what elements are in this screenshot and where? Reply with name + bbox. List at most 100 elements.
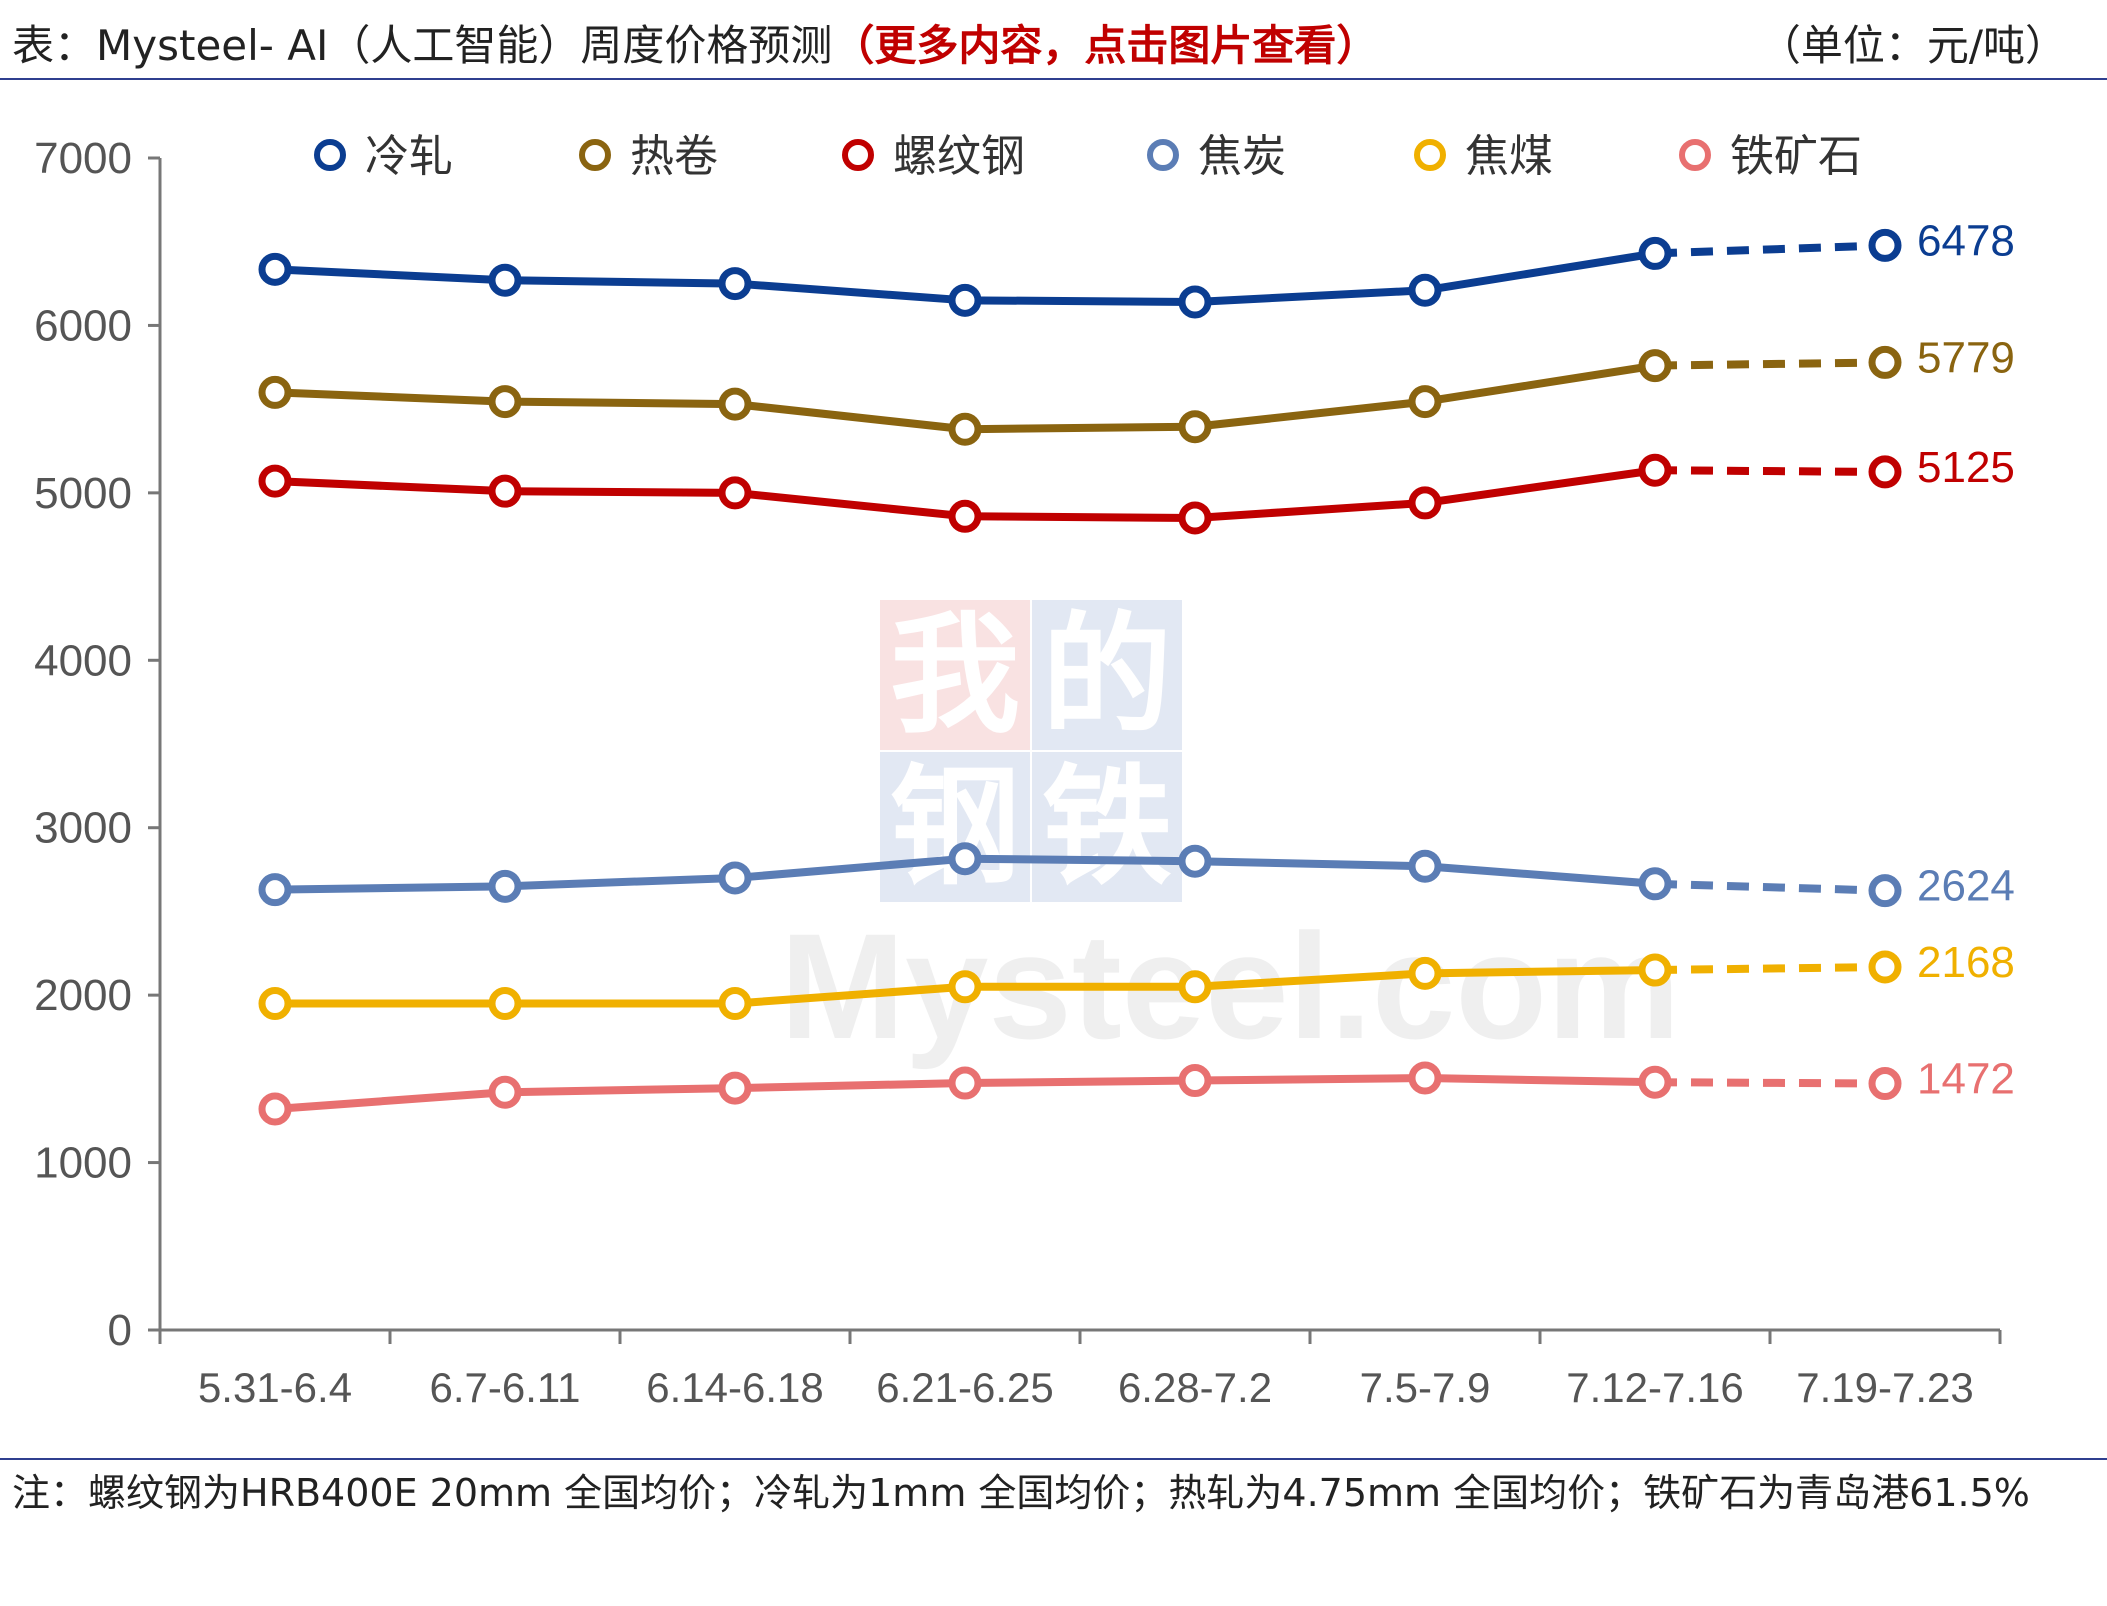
x-tick-label: 6.7-6.11 xyxy=(430,1364,581,1411)
data-point xyxy=(1178,970,1212,1004)
data-point xyxy=(1408,956,1442,990)
footnote: 注：螺纹钢为HRB400E 20mm 全国均价；冷轧为1mm 全国均价；热轧为4… xyxy=(12,1471,2030,1515)
y-tick-label: 6000 xyxy=(34,301,132,350)
data-point xyxy=(948,412,982,446)
data-point xyxy=(1408,849,1442,883)
unit-label: （单位：元/吨） xyxy=(1758,21,2067,70)
series-forecast-line xyxy=(1654,358,1886,370)
y-tick-label: 0 xyxy=(108,1306,132,1355)
legend-label: 冷轧 xyxy=(365,131,453,182)
end-value-label: 2168 xyxy=(1917,938,2015,987)
watermark-char: 铁 xyxy=(1032,752,1182,902)
data-point xyxy=(488,1075,522,1109)
y-tick-label: 7000 xyxy=(34,134,132,183)
data-point xyxy=(1868,1067,1902,1101)
data-point xyxy=(718,1071,752,1105)
title-prefix: 表：Mysteel- AI（人工智能）周度价格预测 xyxy=(12,21,833,70)
data-point xyxy=(1408,1061,1442,1095)
y-tick-label: 2000 xyxy=(34,971,132,1020)
data-point xyxy=(718,987,752,1021)
data-point xyxy=(1408,273,1442,307)
x-tick-label: 7.5-7.9 xyxy=(1360,1364,1491,1411)
x-tick-label: 6.14-6.18 xyxy=(646,1364,823,1411)
end-value-label: 2624 xyxy=(1917,862,2015,911)
data-point xyxy=(718,267,752,301)
data-point xyxy=(718,387,752,421)
data-point xyxy=(1408,385,1442,419)
series-forecast-line xyxy=(1654,963,1886,975)
legend-marker xyxy=(579,139,611,171)
data-point xyxy=(258,375,292,409)
end-value-label: 6478 xyxy=(1917,216,2015,265)
data-point xyxy=(1868,345,1902,379)
line-chart: 0 1000 2000 3000 4000 5000 6000 7000 5.31-6.4 6.7… xyxy=(34,131,2015,1411)
footer-divider xyxy=(0,1458,2107,1460)
data-point xyxy=(1638,349,1672,383)
y-tick-label: 3000 xyxy=(34,804,132,853)
watermark-char: 我 xyxy=(880,600,1030,750)
data-point xyxy=(948,283,982,317)
watermark-logo: 我 的 钢 铁 xyxy=(880,600,1200,920)
data-point xyxy=(488,869,522,903)
legend-label: 螺纹钢 xyxy=(893,131,1025,182)
data-point xyxy=(258,252,292,286)
end-value-label: 5125 xyxy=(1917,443,2015,492)
series-forecast-line xyxy=(1654,241,1886,258)
data-point xyxy=(948,970,982,1004)
watermark-char: 的 xyxy=(1032,600,1182,750)
y-tick-label: 1000 xyxy=(34,1139,132,1188)
legend-marker xyxy=(1147,139,1179,171)
data-point xyxy=(948,499,982,533)
legend-label: 热卷 xyxy=(630,131,718,182)
x-tick-label: 7.19-7.23 xyxy=(1796,1364,1973,1411)
legend-label: 铁矿石 xyxy=(1730,131,1862,182)
data-point xyxy=(1638,867,1672,901)
data-point xyxy=(488,385,522,419)
y-tick-label: 4000 xyxy=(34,636,132,685)
legend-label: 焦煤 xyxy=(1465,131,1553,182)
data-point xyxy=(1178,410,1212,444)
series-forecast-line xyxy=(1654,1078,1886,1088)
data-point xyxy=(1868,874,1902,908)
data-point xyxy=(718,476,752,510)
legend-label: 焦炭 xyxy=(1198,131,1286,182)
data-point xyxy=(1408,486,1442,520)
legend-marker xyxy=(1414,139,1446,171)
legend-marker xyxy=(314,139,346,171)
data-point xyxy=(1178,1064,1212,1098)
data-point xyxy=(1638,453,1672,487)
data-point xyxy=(258,987,292,1021)
data-point xyxy=(258,873,292,907)
data-point xyxy=(718,861,752,895)
data-point xyxy=(258,464,292,498)
data-point xyxy=(1638,1065,1672,1099)
data-point xyxy=(488,987,522,1021)
y-tick-label: 5000 xyxy=(34,469,132,518)
data-point xyxy=(1178,501,1212,535)
series-forecast-line xyxy=(1654,879,1886,895)
data-point xyxy=(488,263,522,297)
data-point xyxy=(1868,950,1902,984)
title-highlight-link[interactable]: （更多内容，点击图片查看） xyxy=(832,21,1379,70)
data-point xyxy=(1638,236,1672,270)
end-value-label: 1472 xyxy=(1917,1055,2015,1104)
x-tick-label: 5.31-6.4 xyxy=(198,1364,352,1411)
data-point xyxy=(1178,844,1212,878)
x-tick-label: 7.12-7.16 xyxy=(1566,1364,1743,1411)
header-divider xyxy=(0,78,2107,80)
data-point xyxy=(258,1092,292,1126)
legend-marker xyxy=(1679,139,1711,171)
series-forecast-line xyxy=(1654,466,1886,476)
legend-marker xyxy=(842,139,874,171)
data-point xyxy=(1638,953,1672,987)
chart-title: 表：Mysteel- AI（人工智能）周度价格预测（更多内容，点击图片查看） xyxy=(12,12,1378,73)
data-point xyxy=(1868,455,1902,489)
data-point xyxy=(948,1066,982,1100)
watermark-char: 钢 xyxy=(880,752,1030,902)
end-value-label: 5779 xyxy=(1917,333,2015,382)
chart-header: 表：Mysteel- AI（人工智能）周度价格预测（更多内容，点击图片查看） （… xyxy=(0,0,2107,80)
x-tick-label: 6.21-6.25 xyxy=(876,1364,1053,1411)
data-point xyxy=(948,842,982,876)
data-point xyxy=(1178,285,1212,319)
data-point xyxy=(1868,228,1902,262)
